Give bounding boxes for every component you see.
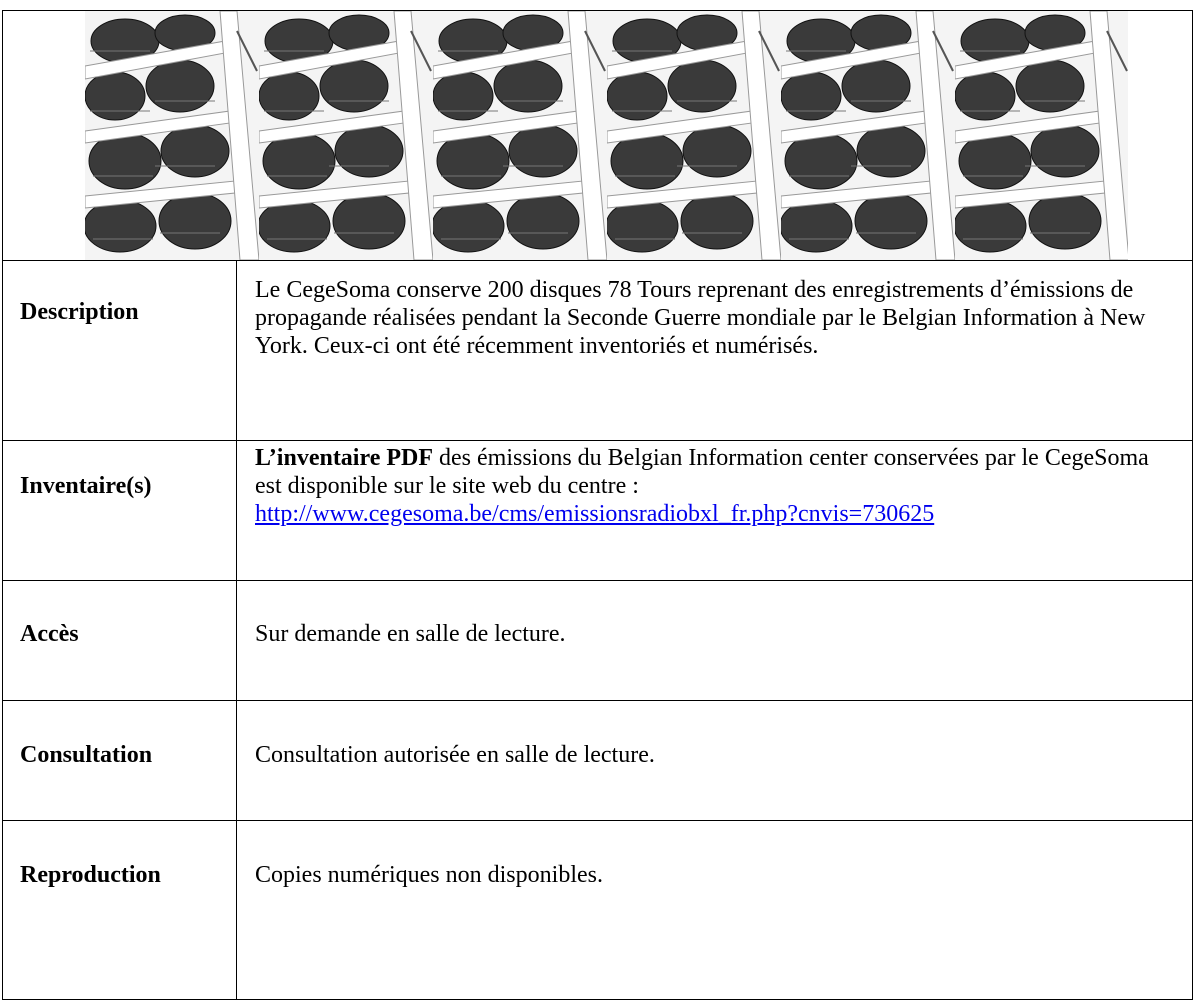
row-line	[2, 440, 1193, 441]
text: des émissions du Belgian Information cen…	[255, 445, 1149, 499]
row-content: L’inventaire PDF des émissions du Belgia…	[255, 444, 1175, 528]
border	[2, 999, 1193, 1000]
row-label: Accès	[20, 621, 79, 647]
row-label: Reproduction	[20, 862, 161, 888]
header-image	[85, 11, 1128, 260]
row-line	[2, 580, 1193, 581]
row-line	[2, 700, 1193, 701]
row-line	[2, 260, 1193, 261]
row-label: Consultation	[20, 742, 153, 768]
bold-text: L’inventaire PDF	[255, 445, 433, 471]
row-content: Sur demande en salle de lecture.	[255, 621, 566, 647]
row-content: Le CegeSoma conserve 200 disques 78 Tour…	[255, 277, 1146, 359]
row-content: Copies numériques non disponibles.	[255, 862, 603, 888]
border	[1192, 10, 1193, 1000]
row-label: Description	[20, 299, 139, 325]
link[interactable]: http://www.cegesoma.be/cms/emissionsradi…	[255, 501, 935, 527]
column-line	[236, 260, 237, 1000]
row-label: Inventaire(s)	[20, 473, 152, 499]
row-line	[2, 820, 1193, 821]
border	[2, 10, 3, 1000]
border	[2, 10, 1193, 11]
row-content: Consultation autorisée en salle de lectu…	[255, 742, 655, 768]
